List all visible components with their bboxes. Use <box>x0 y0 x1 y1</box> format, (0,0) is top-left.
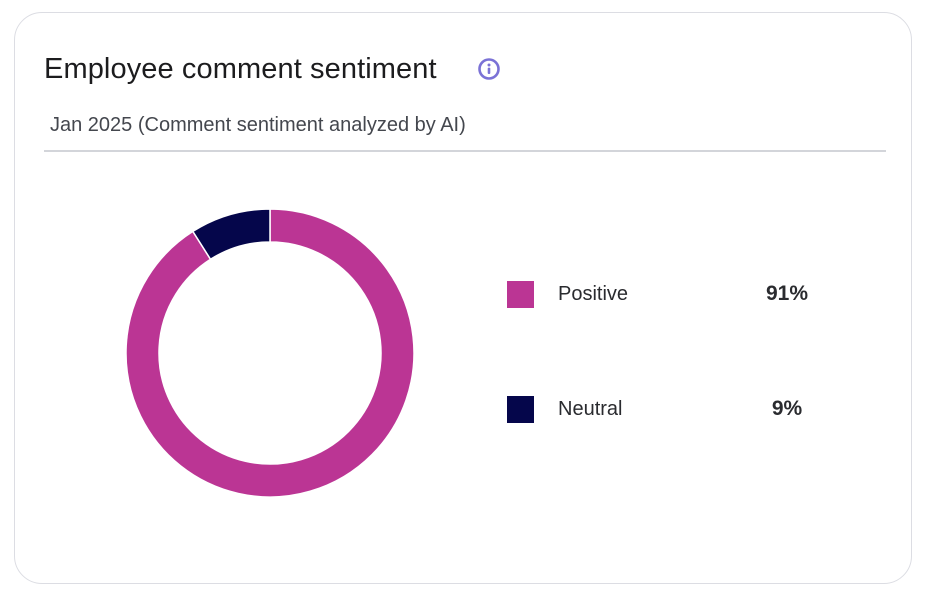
legend-swatch-neutral <box>507 396 534 423</box>
legend-swatch-positive <box>507 281 534 308</box>
header-divider <box>44 150 886 152</box>
sentiment-donut-chart <box>125 208 415 498</box>
legend-label-positive: Positive <box>558 283 629 305</box>
donut-slice-neutral[interactable] <box>191 208 271 261</box>
sentiment-card: Employee comment sentiment Jan 2025 (Com… <box>14 12 912 584</box>
legend-value-positive: 91% <box>765 282 809 305</box>
legend-item-positive: Positive 91% <box>507 279 827 309</box>
legend-label-neutral: Neutral <box>558 398 623 420</box>
info-icon[interactable] <box>478 58 500 80</box>
card-title: Employee comment sentiment <box>44 53 437 85</box>
legend-value-neutral: 9% <box>771 397 803 420</box>
legend-item-neutral: Neutral 9% <box>507 394 827 424</box>
card-subtitle: Jan 2025 (Comment sentiment analyzed by … <box>50 114 466 136</box>
donut-slice-positive[interactable] <box>125 208 415 498</box>
